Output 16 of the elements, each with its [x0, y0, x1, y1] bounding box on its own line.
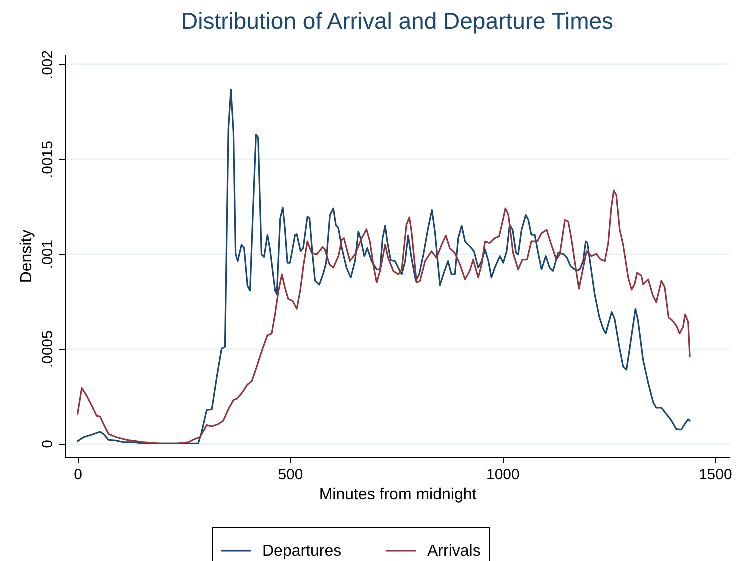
x-tick-label: 500	[278, 466, 304, 484]
line-series	[76, 88, 691, 445]
y-tick-label: .0015	[40, 141, 56, 179]
chart-title: Distribution of Arrival and Departure Times	[181, 8, 614, 34]
y-tick-label: .001	[40, 240, 56, 270]
legend-label: Arrivals	[428, 543, 481, 560]
x-tick-label: 1500	[698, 466, 732, 484]
y-axis-title: Density	[18, 230, 36, 284]
legend-label: Departures	[262, 543, 342, 560]
y-tick-label: .0005	[40, 330, 56, 368]
y-tick-label: .002	[40, 50, 56, 80]
x-tick-label: 0	[74, 466, 82, 484]
y-tick-label: 0	[40, 440, 56, 448]
x-tick-label: 1000	[486, 466, 520, 484]
line-series	[76, 190, 691, 445]
x-axis-title: Minutes from midnight	[319, 486, 478, 504]
